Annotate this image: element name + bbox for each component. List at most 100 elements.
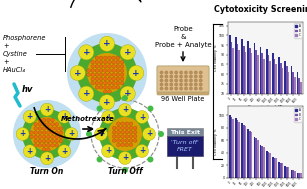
Bar bbox=[232, 119, 234, 178]
Text: Phosphorene
+
Cystine
+
HAuCl₄: Phosphorene + Cystine + HAuCl₄ bbox=[3, 35, 46, 73]
Text: +: + bbox=[83, 89, 90, 98]
Bar bbox=[294, 77, 296, 189]
Circle shape bbox=[79, 86, 94, 101]
Bar bbox=[298, 78, 300, 189]
Text: +: + bbox=[103, 98, 111, 107]
Circle shape bbox=[165, 71, 168, 74]
Circle shape bbox=[22, 109, 72, 159]
Circle shape bbox=[170, 75, 173, 78]
Circle shape bbox=[70, 65, 85, 81]
Circle shape bbox=[135, 111, 149, 124]
Bar bbox=[247, 41, 249, 189]
Bar bbox=[300, 173, 302, 178]
Text: +: + bbox=[132, 68, 140, 77]
Bar bbox=[257, 55, 259, 189]
Bar bbox=[278, 162, 280, 178]
Circle shape bbox=[180, 75, 183, 78]
Bar bbox=[275, 158, 277, 178]
Text: +: + bbox=[105, 112, 111, 122]
Circle shape bbox=[23, 110, 36, 123]
Text: 96 Well Plate: 96 Well Plate bbox=[161, 96, 205, 102]
Circle shape bbox=[194, 75, 197, 78]
Bar bbox=[260, 47, 262, 189]
Bar bbox=[291, 170, 292, 178]
Circle shape bbox=[180, 79, 183, 82]
Circle shape bbox=[58, 145, 71, 158]
Circle shape bbox=[65, 128, 78, 140]
Bar bbox=[255, 139, 257, 178]
Circle shape bbox=[189, 79, 192, 82]
Bar bbox=[262, 146, 263, 178]
Bar bbox=[257, 140, 259, 178]
Circle shape bbox=[199, 71, 202, 74]
Bar bbox=[292, 72, 294, 189]
Circle shape bbox=[41, 152, 53, 165]
Circle shape bbox=[180, 83, 183, 86]
Y-axis label: Cell Viability %: Cell Viability % bbox=[214, 129, 218, 155]
Circle shape bbox=[175, 83, 178, 86]
Circle shape bbox=[95, 128, 107, 140]
Bar bbox=[251, 53, 252, 189]
X-axis label: Concentration (µM): Concentration (µM) bbox=[248, 105, 283, 109]
Bar bbox=[245, 52, 246, 189]
Circle shape bbox=[194, 87, 197, 90]
Circle shape bbox=[165, 87, 168, 90]
Circle shape bbox=[41, 103, 53, 116]
Circle shape bbox=[170, 83, 173, 86]
Text: +: + bbox=[20, 129, 26, 139]
Text: +: + bbox=[44, 154, 50, 163]
Circle shape bbox=[120, 86, 135, 101]
FancyBboxPatch shape bbox=[157, 66, 209, 92]
Bar bbox=[298, 173, 300, 178]
Text: +: + bbox=[124, 48, 131, 57]
Circle shape bbox=[170, 87, 173, 90]
Circle shape bbox=[185, 71, 188, 74]
Circle shape bbox=[96, 105, 103, 112]
Circle shape bbox=[13, 100, 81, 168]
Circle shape bbox=[86, 131, 92, 137]
Circle shape bbox=[175, 87, 178, 90]
Circle shape bbox=[175, 79, 178, 82]
Bar bbox=[231, 117, 232, 178]
Bar bbox=[297, 72, 298, 189]
Text: +: + bbox=[44, 105, 50, 114]
Circle shape bbox=[165, 75, 168, 78]
Bar bbox=[243, 46, 245, 189]
Circle shape bbox=[160, 75, 163, 78]
Bar bbox=[260, 145, 262, 178]
Bar bbox=[255, 50, 257, 189]
Circle shape bbox=[147, 105, 154, 112]
Circle shape bbox=[180, 87, 183, 90]
Circle shape bbox=[175, 75, 178, 78]
Circle shape bbox=[180, 71, 183, 74]
FancyBboxPatch shape bbox=[157, 66, 209, 95]
Text: +: + bbox=[27, 147, 33, 156]
Circle shape bbox=[185, 83, 188, 86]
Circle shape bbox=[160, 87, 163, 90]
Bar bbox=[229, 35, 231, 189]
Circle shape bbox=[194, 83, 197, 86]
Text: +: + bbox=[61, 147, 67, 156]
Bar bbox=[239, 50, 240, 189]
Text: +: + bbox=[61, 112, 67, 121]
Bar bbox=[266, 151, 268, 178]
Circle shape bbox=[120, 45, 135, 60]
Circle shape bbox=[122, 167, 128, 173]
Text: +: + bbox=[74, 68, 82, 77]
Bar bbox=[285, 167, 286, 178]
Bar bbox=[263, 59, 265, 189]
Text: +: + bbox=[27, 112, 33, 121]
Circle shape bbox=[108, 117, 142, 151]
Bar bbox=[254, 137, 255, 178]
Bar bbox=[243, 125, 245, 178]
Circle shape bbox=[99, 108, 151, 160]
Bar bbox=[286, 167, 288, 178]
Bar bbox=[269, 61, 271, 189]
Bar bbox=[262, 53, 263, 189]
Bar bbox=[280, 63, 282, 189]
Text: Probe
&
Probe + Analyte: Probe & Probe + Analyte bbox=[155, 26, 211, 48]
Text: 'Turn off'
FRET: 'Turn off' FRET bbox=[171, 140, 199, 152]
FancyBboxPatch shape bbox=[167, 128, 203, 136]
Bar bbox=[247, 129, 249, 178]
Circle shape bbox=[194, 79, 197, 82]
